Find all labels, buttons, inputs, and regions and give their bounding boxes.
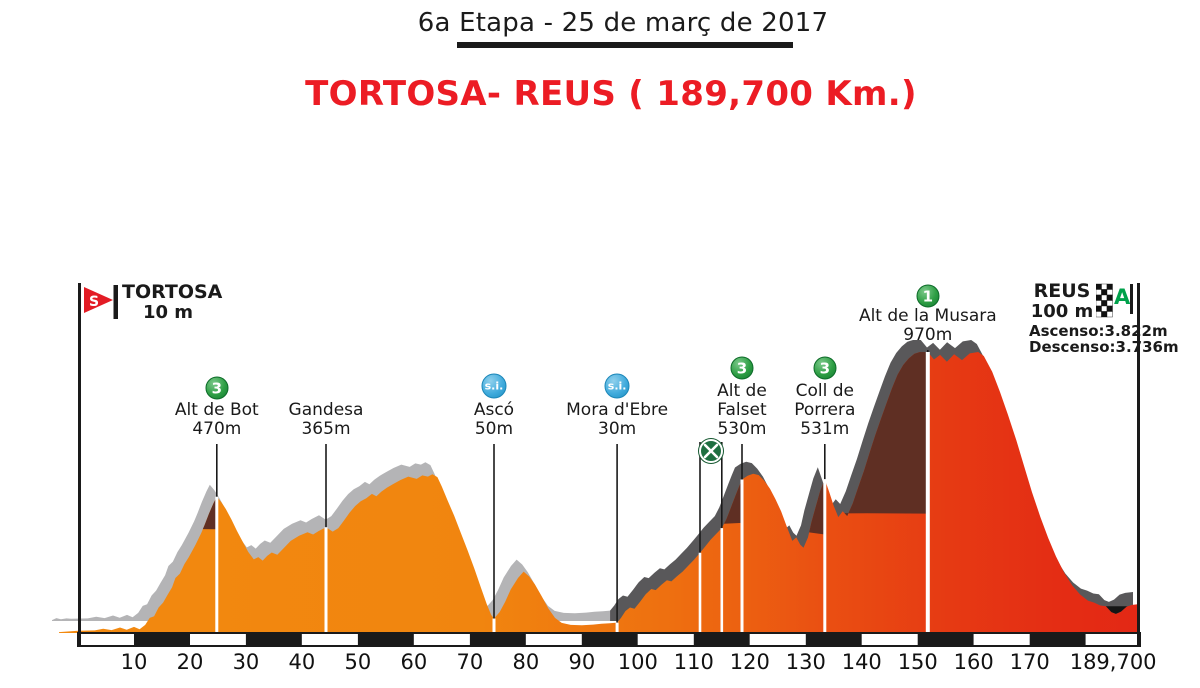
- marker-label-line: Mora d'Ebre: [566, 400, 669, 420]
- descent-value: 3.736m: [1115, 338, 1179, 356]
- axis-bar-segment: [245, 633, 302, 646]
- finish-pole: [1130, 284, 1133, 314]
- marker-label-line: 970m: [903, 325, 953, 345]
- marker-label-line: Alt de la Musara: [858, 306, 997, 326]
- x-axis-tick: 170: [1009, 650, 1050, 674]
- marker-label-line: Alt de: [717, 381, 767, 401]
- axis-bar-segment: [1029, 633, 1086, 646]
- axis-bar-segment: [749, 633, 806, 646]
- x-axis-tick: 130: [785, 650, 826, 674]
- axis-bar-segment: [413, 633, 470, 646]
- marker-label-line: Ascó: [473, 400, 515, 420]
- start-name: TORTOSA: [122, 281, 223, 303]
- axis-bar-segment: [525, 633, 582, 646]
- marker-label: Alt de Bot 470m: [175, 401, 259, 439]
- axis-bar-segment: [469, 633, 526, 646]
- steep-section-overlay: [844, 352, 928, 516]
- start-flag-letter: S: [89, 294, 99, 310]
- x-axis-tick: 70: [456, 650, 484, 674]
- descent-label: Descenso:: [1029, 338, 1116, 356]
- finish-flag-icon: [1096, 283, 1113, 318]
- axis-bar-segment: [637, 633, 694, 646]
- x-axis-tick: 160: [953, 650, 994, 674]
- elevation-profile-area: [59, 352, 1140, 633]
- x-axis-tick: 60: [400, 650, 428, 674]
- axis-bar-segment: [190, 633, 246, 646]
- marker-label-line: 530m: [717, 419, 767, 439]
- axis-bar-segment: [1085, 633, 1140, 646]
- marker-label-line: 50m: [474, 419, 514, 439]
- x-axis-tick: 120: [729, 650, 770, 674]
- axis-bar-segment: [357, 633, 414, 646]
- marker-label-line: Porrera: [794, 400, 856, 420]
- marker-label: Ascó 50m: [474, 401, 514, 439]
- ascent-descent-block: Ascenso: 3.822m Descenso: 3.736m: [1029, 322, 1179, 356]
- axis-bar-segment: [693, 633, 750, 646]
- finish-label: REUS 100 m: [1026, 281, 1098, 322]
- stage-title: 6a Etapa - 25 de març de 2017: [417, 8, 829, 38]
- ascent-label: Ascenso:: [1029, 322, 1105, 340]
- x-axis-tick: 140: [841, 650, 882, 674]
- marker-label: Alt de Falset 530m: [717, 382, 767, 439]
- final-dip-shade: [1104, 606, 1128, 614]
- marker-label: Coll de Porrera 531m: [794, 382, 855, 439]
- marker-label-line: 30m: [598, 419, 637, 439]
- axis-bar-segment: [861, 633, 918, 646]
- axis-bar-segment: [78, 633, 134, 646]
- marker-label: Gandesa 365m: [289, 401, 364, 439]
- climb-category-badge: 3: [730, 356, 754, 380]
- marker-label: Mora d'Ebre 30m: [566, 401, 668, 439]
- x-axis-tick: 110: [673, 650, 714, 674]
- marker-label-line: Alt de Bot: [174, 400, 259, 420]
- start-label: TORTOSA 10 m: [122, 281, 223, 323]
- intermediate-sprint-badge: s.i.: [481, 373, 507, 399]
- x-axis-tick: 90: [568, 650, 596, 674]
- x-axis-tick: 50: [344, 650, 372, 674]
- x-axis-tick: 20: [176, 650, 204, 674]
- axis-bar-segment: [134, 633, 190, 646]
- start-flag-icon: S: [84, 285, 118, 319]
- marker-label: Alt de la Musara 970m: [859, 307, 997, 345]
- route-title: TORTOSA- REUS ( 189,700 Km.): [305, 74, 917, 114]
- steep-section-overlay: [202, 496, 217, 530]
- axis-bar-segment: [805, 633, 862, 646]
- x-axis-tick: 40: [288, 650, 316, 674]
- title-underline: [457, 42, 793, 48]
- axis-bar-segment: [917, 633, 974, 646]
- x-axis-tick: 100: [617, 650, 658, 674]
- intermediate-sprint-badge: s.i.: [604, 373, 630, 399]
- start-elevation: 10 m: [142, 302, 194, 323]
- x-axis-tick: 150: [897, 650, 938, 674]
- ascent-value: 3.822m: [1104, 322, 1168, 340]
- axis-bar-segment: [973, 633, 1030, 646]
- steep-section-overlay: [724, 479, 742, 524]
- marker-label-line: Gandesa: [288, 400, 364, 420]
- x-axis-tick: 189,700: [1069, 650, 1157, 674]
- feed-zone-icon: [698, 439, 723, 463]
- finish-name: REUS: [1033, 280, 1091, 302]
- marker-label-line: Coll de: [795, 381, 854, 401]
- x-axis-tick: 30: [232, 650, 260, 674]
- axis-bar-segment: [301, 633, 358, 646]
- x-axis-tick: 10: [120, 650, 148, 674]
- marker-label-line: 531m: [800, 419, 850, 439]
- finish-arrival-letter: A: [1114, 285, 1131, 309]
- finish-elevation: 100 m: [1030, 301, 1094, 322]
- axis-bar-segment: [581, 633, 638, 646]
- x-axis-tick: 80: [512, 650, 540, 674]
- climb-category-badge: 1: [916, 284, 940, 308]
- marker-label-line: Falset: [717, 400, 767, 420]
- marker-label-line: 365m: [301, 419, 351, 439]
- climb-category-badge: 3: [813, 356, 837, 380]
- steep-section-overlay: [809, 479, 825, 535]
- marker-label-line: 470m: [192, 419, 242, 439]
- climb-category-badge: 3: [205, 376, 229, 400]
